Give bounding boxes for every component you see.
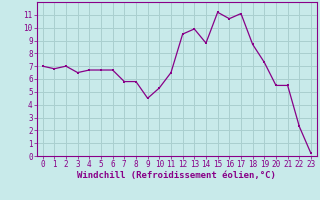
X-axis label: Windchill (Refroidissement éolien,°C): Windchill (Refroidissement éolien,°C) bbox=[77, 171, 276, 180]
